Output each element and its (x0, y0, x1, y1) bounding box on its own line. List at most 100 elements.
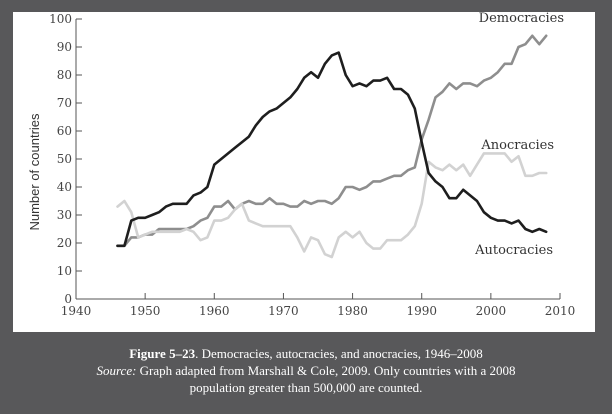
caption-source-line-2: population greater than 500,000 are coun… (189, 380, 423, 395)
anocracies-point (427, 160, 430, 163)
autocracies-point (324, 62, 326, 65)
autocracies-label: Autocracies (474, 243, 553, 258)
autocracies-point (282, 102, 285, 104)
anocracies-point (303, 250, 306, 253)
democracies-label: Democracies (479, 12, 564, 26)
autocracies-point (448, 197, 451, 200)
anocracies-point (413, 225, 416, 228)
anocracies-point (406, 233, 409, 236)
democracies-point (344, 186, 347, 188)
chart-panel: 0 10 20 30 40 50 60 70 80 90 100 1940 1950 1960 1970 1… (13, 12, 595, 332)
democracies-point (372, 180, 375, 183)
democracies-point (413, 166, 416, 169)
y-tick-label: 70 (57, 96, 72, 110)
anocracies-point (199, 239, 202, 242)
anocracies-point (351, 236, 354, 239)
x-tick-label: 1950 (130, 304, 161, 318)
autocracies-point (524, 228, 527, 230)
y-tick-label: 0 (64, 292, 72, 306)
autocracies-point (469, 194, 472, 197)
anocracies-point (393, 239, 395, 242)
figure-caption: Figure 5–23. Democracies, autocracies, a… (0, 345, 612, 396)
democracies-point (324, 200, 326, 202)
autocracies-point (351, 85, 354, 88)
autocracies-point (365, 85, 368, 88)
anocracies-point (247, 219, 250, 222)
y-tick-label: 10 (57, 264, 72, 278)
autocracies-point (227, 152, 230, 155)
democracies-point (441, 90, 444, 93)
anocracies-point (171, 230, 174, 233)
anocracies-point (123, 200, 126, 202)
anocracies-point (420, 202, 423, 205)
x-tick-label: 2010 (545, 304, 576, 318)
anocracies-point (489, 152, 492, 155)
anocracies-point (434, 166, 437, 169)
democracies-point (151, 233, 153, 236)
autocracies-point (503, 219, 506, 222)
democracies-point (455, 88, 458, 90)
democracies-point (483, 79, 485, 82)
democracies-point (386, 177, 389, 180)
anocracies-point (469, 174, 472, 177)
democracies-point (220, 205, 223, 208)
figure-title: . Democracies, autocracies, and anocraci… (195, 346, 483, 361)
democracies-point (351, 186, 354, 188)
democracies-point (379, 180, 382, 183)
figure-label: Figure 5–23 (129, 346, 196, 361)
democracies-point (524, 43, 527, 46)
autocracies-point (483, 211, 485, 214)
caption-title-line: Figure 5–23. Democracies, autocracies, a… (0, 345, 612, 362)
autocracies-point (234, 146, 236, 149)
democracies-point (510, 62, 513, 65)
democracies-point (158, 228, 160, 230)
autocracies-point (462, 188, 465, 191)
anocracies-point (441, 169, 444, 172)
autocracies-point (254, 124, 257, 127)
autocracies-point (247, 135, 250, 138)
anocracies-point (344, 230, 347, 233)
y-tick-group: 0 10 20 30 40 50 60 70 80 90 100 (49, 12, 82, 306)
autocracies-point (330, 54, 333, 57)
anocracies-point (234, 208, 236, 211)
autocracies-point (261, 116, 264, 118)
x-tick-label: 1980 (337, 304, 368, 318)
autocracies-point (510, 222, 513, 225)
democracies-point (178, 228, 181, 230)
source-label: Source: (96, 363, 137, 378)
democracies-point (227, 200, 230, 202)
democracies-point (358, 188, 361, 191)
anocracies-point (151, 230, 153, 233)
caption-source-line: Source: Graph adapted from Marshall & Co… (0, 362, 612, 379)
autocracies-point (545, 230, 548, 233)
autocracies-point (337, 51, 340, 54)
democracies-point (130, 236, 133, 239)
democracies-point (296, 205, 299, 208)
anocracies-point (524, 174, 527, 177)
anocracies-point (178, 230, 181, 233)
anocracies-point (510, 160, 513, 163)
autocracies-point (123, 244, 126, 247)
y-tick-label: 20 (57, 236, 72, 250)
anocracies-point (337, 236, 340, 239)
autocracies-point (393, 88, 395, 90)
anocracies-point (496, 152, 499, 155)
anocracies-point (213, 219, 216, 222)
anocracies-point (241, 202, 243, 205)
y-tick-label: 50 (57, 152, 72, 166)
anocracies-point (296, 236, 299, 239)
x-tick-label: 1960 (199, 304, 230, 318)
autocracies-point (213, 163, 216, 166)
democracies-point (476, 85, 478, 88)
x-tick-label: 1990 (406, 304, 437, 318)
anocracies-point (386, 239, 389, 242)
anocracies-point (483, 152, 485, 155)
autocracies-point (206, 186, 209, 188)
x-tick-label: 1970 (268, 304, 299, 318)
democracies-point (545, 34, 548, 37)
anocracies-point (289, 225, 292, 228)
x-tick-group: 1940 1950 1960 1970 1980 1990 2000 2010 (61, 293, 576, 318)
autocracies-point (296, 88, 299, 90)
anocracies-point (261, 225, 264, 228)
